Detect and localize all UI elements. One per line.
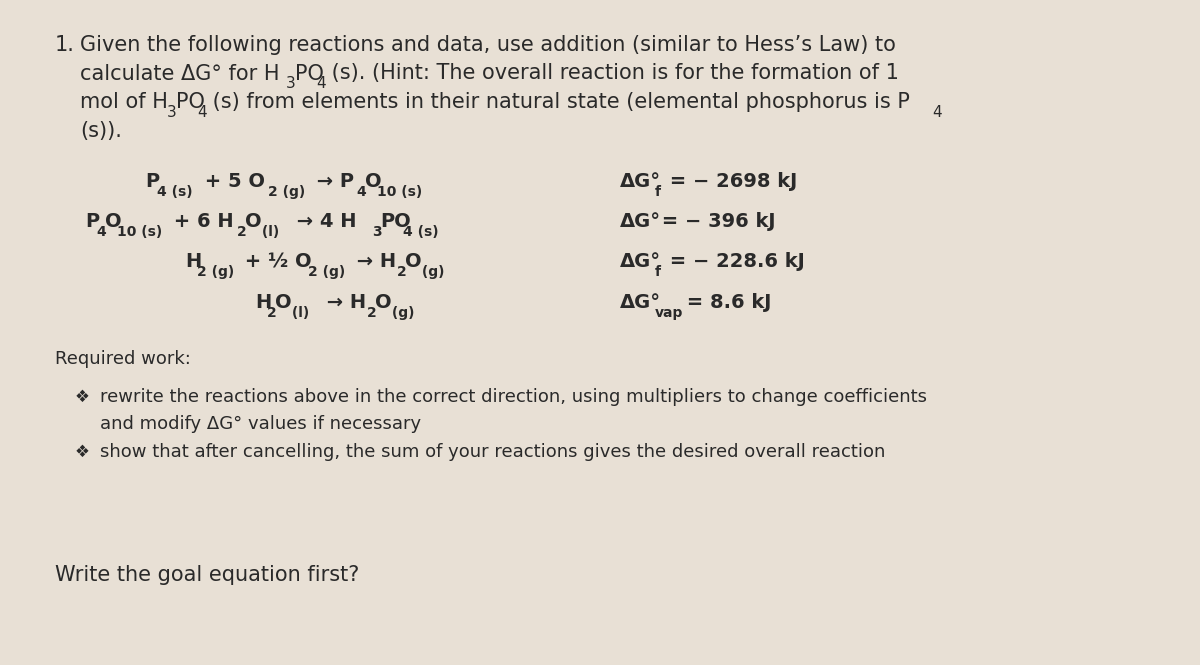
Text: ΔG°: ΔG°	[620, 252, 661, 271]
Text: → P: → P	[310, 172, 354, 191]
Text: H: H	[185, 252, 202, 271]
Text: f: f	[655, 185, 661, 199]
Text: O: O	[245, 212, 262, 231]
Text: 2: 2	[367, 306, 377, 320]
Text: (s). (Hint: The overall reaction is for the formation of 1: (s). (Hint: The overall reaction is for …	[325, 63, 899, 84]
Text: P: P	[85, 212, 100, 231]
Text: Write the goal equation first?: Write the goal equation first?	[55, 565, 359, 585]
Text: (l): (l)	[257, 225, 278, 239]
Text: Given the following reactions and data, use addition (similar to Hess’s Law) to: Given the following reactions and data, …	[80, 35, 896, 55]
Text: vap: vap	[655, 306, 683, 320]
Text: 2 (g): 2 (g)	[308, 265, 346, 279]
Text: (l): (l)	[287, 306, 308, 320]
Text: → H: → H	[320, 293, 366, 312]
Text: → 4 H: → 4 H	[290, 212, 356, 231]
Text: ΔG°: ΔG°	[620, 172, 661, 191]
Text: 2: 2	[397, 265, 407, 279]
Text: + 6 H: + 6 H	[167, 212, 233, 231]
Text: O: O	[106, 212, 121, 231]
Text: PO: PO	[380, 212, 410, 231]
Text: → H: → H	[350, 252, 396, 271]
Text: = − 2698 kJ: = − 2698 kJ	[664, 172, 798, 191]
Text: calculate ΔG° for H: calculate ΔG° for H	[80, 63, 280, 84]
Text: 2 (g): 2 (g)	[197, 265, 234, 279]
Text: mol of H: mol of H	[80, 92, 168, 112]
Text: ΔG°: ΔG°	[620, 212, 661, 231]
Text: O: O	[406, 252, 421, 271]
Text: Required work:: Required work:	[55, 350, 191, 368]
Text: 4: 4	[197, 105, 206, 120]
Text: H: H	[254, 293, 271, 312]
Text: (s)).: (s)).	[80, 120, 122, 140]
Text: (g): (g)	[416, 265, 444, 279]
Text: = − 396 kJ: = − 396 kJ	[655, 212, 775, 231]
Text: and modify ΔG° values if necessary: and modify ΔG° values if necessary	[100, 415, 421, 433]
Text: (g): (g)	[386, 306, 414, 320]
Text: O: O	[275, 293, 292, 312]
Text: rewrite the reactions above in the correct direction, using multipliers to chang: rewrite the reactions above in the corre…	[100, 388, 928, 406]
Text: 3: 3	[286, 76, 295, 92]
Text: 3: 3	[167, 105, 176, 120]
Text: f: f	[655, 265, 661, 279]
Text: 4: 4	[932, 105, 942, 120]
Text: P: P	[145, 172, 160, 191]
Text: + 5 O: + 5 O	[198, 172, 265, 191]
Text: ❖: ❖	[74, 443, 90, 461]
Text: PO: PO	[175, 92, 204, 112]
Text: O: O	[376, 293, 391, 312]
Text: = − 228.6 kJ: = − 228.6 kJ	[664, 252, 805, 271]
Text: 2: 2	[236, 225, 246, 239]
Text: show that after cancelling, the sum of your reactions gives the desired overall : show that after cancelling, the sum of y…	[100, 443, 886, 461]
Text: + ½ O: + ½ O	[239, 252, 312, 271]
Text: = 8.6 kJ: = 8.6 kJ	[680, 293, 772, 312]
Text: 2 (g): 2 (g)	[269, 185, 306, 199]
Text: 4: 4	[97, 225, 107, 239]
Text: 4: 4	[356, 185, 366, 199]
Text: 1.: 1.	[55, 35, 74, 55]
Text: (s) from elements in their natural state (elemental phosphorus is P: (s) from elements in their natural state…	[206, 92, 910, 112]
Text: PO: PO	[295, 63, 324, 84]
Text: 2: 2	[266, 306, 276, 320]
Text: 4 (s): 4 (s)	[157, 185, 192, 199]
Text: 4: 4	[317, 76, 326, 92]
Text: 10 (s): 10 (s)	[377, 185, 422, 199]
Text: 3: 3	[372, 225, 382, 239]
Text: ΔG°: ΔG°	[620, 293, 661, 312]
Text: 10 (s): 10 (s)	[116, 225, 162, 239]
Text: O: O	[365, 172, 382, 191]
Text: ❖: ❖	[74, 388, 90, 406]
Text: 4 (s): 4 (s)	[403, 225, 439, 239]
